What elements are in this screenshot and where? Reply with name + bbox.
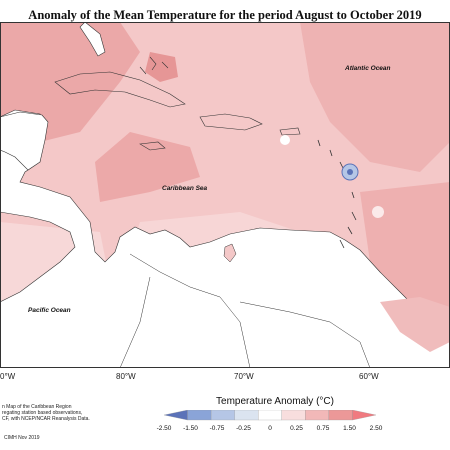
warm-anomaly-zone (300, 22, 450, 172)
legend-swatch (234, 410, 259, 421)
island-puerto-rico (279, 127, 301, 136)
landmass-central-america (0, 109, 450, 368)
description-line: CF, with NCEP/NCAR Reanalysis Data. (2, 416, 90, 422)
cool-anomaly-spot-core (347, 169, 353, 175)
legend-title: Temperature Anomaly (°C) (216, 396, 334, 407)
longitude-label: 70°W (234, 372, 254, 381)
warm-anomaly-zone (145, 52, 178, 82)
neutral-anomaly-spot (372, 206, 384, 218)
anomaly-map: Atlantic Ocean Caribbean Sea Pacific Oce… (0, 22, 450, 368)
longitude-label: 60°W (359, 372, 379, 381)
legend-swatch (281, 410, 306, 421)
legend-swatch (163, 410, 188, 421)
legend-tick-label: -2.50 (157, 425, 172, 432)
legend-tick-label: -1.50 (183, 425, 198, 432)
color-legend: -2.50 -1.50 -0.75 -0.25 0 0.25 0.75 1.50 2.50 (157, 410, 383, 432)
longitude-label: 0°W (0, 372, 16, 381)
island-bahamas (139, 56, 169, 75)
island-jamaica (139, 141, 166, 151)
legend-tick-label: 1.50 (343, 425, 356, 432)
landmass-florida (79, 22, 106, 57)
label-caribbean-sea: Caribbean Sea (162, 185, 208, 192)
legend-tick-label: 2.50 (370, 425, 383, 432)
legend-tick-label: 0 (268, 425, 272, 432)
legend-swatch (328, 410, 353, 421)
legend-swatch (258, 410, 282, 421)
legend-swatch (210, 410, 235, 421)
landmass-yucatan (0, 111, 49, 171)
map-description: n Map of the Caribbean Region regating s… (2, 404, 142, 422)
legend-tick-label: -0.75 (210, 425, 225, 432)
longitude-label: 80°W (116, 372, 136, 381)
country-borders (119, 253, 371, 368)
legend-tick-label: 0.75 (317, 425, 330, 432)
legend-swatch (187, 410, 212, 421)
map-title: Anomaly of the Mean Temperature for the … (28, 8, 422, 22)
description-line: n Map of the Caribbean Region (2, 404, 72, 410)
lake-maracaibo (223, 243, 237, 263)
legend-tick-label: -0.25 (236, 425, 251, 432)
credit: CIMH Nov 2019 (4, 435, 40, 441)
warm-anomaly-zone (380, 297, 450, 352)
legend-swatch (305, 410, 330, 421)
label-atlantic-ocean: Atlantic Ocean (344, 65, 391, 72)
island-cuba (54, 71, 186, 108)
islands-lesser-antilles (317, 139, 357, 249)
legend-swatch (352, 410, 377, 421)
neutral-anomaly-spot (280, 135, 290, 145)
warm-anomaly-zone (95, 132, 200, 202)
label-pacific-ocean: Pacific Ocean (28, 307, 71, 314)
legend-tick-label: 0.25 (290, 425, 303, 432)
island-hispaniola (199, 113, 263, 131)
description-line: regating station based observations, (2, 410, 83, 416)
